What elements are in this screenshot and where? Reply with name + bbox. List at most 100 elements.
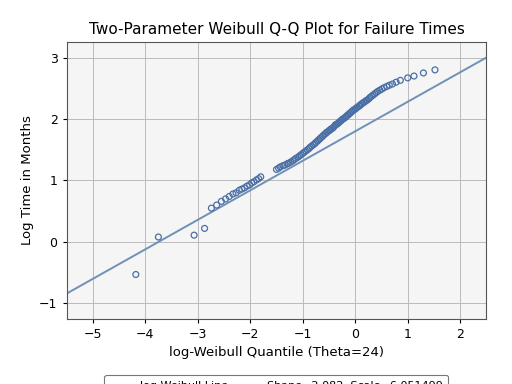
Point [229, 191, 237, 197]
Point [341, 114, 349, 120]
Point [333, 121, 342, 127]
Point [232, 190, 240, 196]
Point [368, 93, 376, 99]
Point [317, 134, 325, 141]
Point [380, 84, 388, 91]
Point [154, 234, 162, 240]
Point [250, 179, 258, 185]
Point [347, 110, 355, 116]
Point [348, 109, 356, 115]
Point [410, 73, 418, 79]
Point [336, 118, 345, 124]
Point [327, 126, 335, 132]
Point [295, 153, 304, 159]
Point [243, 183, 251, 189]
Point [342, 114, 350, 120]
Point [350, 107, 358, 113]
Point [349, 108, 357, 114]
Point [300, 149, 308, 155]
Point [330, 124, 338, 130]
Point [252, 177, 261, 183]
Point [217, 198, 225, 204]
Point [389, 81, 397, 87]
Point [303, 147, 311, 153]
Title: Two-Parameter Weibull Q-Q Plot for Failure Times: Two-Parameter Weibull Q-Q Plot for Failu… [89, 22, 464, 37]
Point [306, 144, 314, 151]
Point [329, 125, 337, 131]
Point [358, 101, 366, 107]
Point [351, 106, 359, 112]
Point [207, 205, 216, 211]
Point [312, 139, 320, 146]
Point [212, 202, 221, 208]
Point [289, 158, 297, 164]
Point [308, 143, 316, 149]
Point [314, 137, 323, 143]
Point [318, 133, 327, 139]
Point [257, 174, 265, 180]
Point [340, 115, 348, 121]
Point [240, 185, 248, 191]
Point [363, 97, 371, 103]
Point [283, 161, 291, 167]
Point [319, 132, 328, 138]
Point [276, 164, 284, 170]
Point [343, 112, 351, 118]
Point [292, 155, 300, 161]
Point [338, 116, 347, 122]
Point [225, 194, 233, 200]
Point [238, 186, 246, 192]
Point [392, 79, 400, 85]
Point [298, 151, 307, 157]
Point [371, 91, 379, 97]
Point [374, 88, 382, 94]
Point [331, 123, 339, 129]
Point [281, 162, 289, 168]
Point [337, 117, 346, 123]
Point [290, 157, 298, 163]
Point [355, 103, 363, 109]
Point [311, 141, 319, 147]
Point [357, 101, 365, 108]
Point [279, 163, 287, 169]
Point [287, 159, 295, 165]
Point [235, 187, 243, 194]
Point [353, 104, 361, 111]
Point [313, 138, 322, 144]
Point [382, 83, 391, 89]
Point [222, 196, 230, 202]
Point [305, 146, 313, 152]
Point [419, 70, 428, 76]
Point [326, 127, 334, 133]
Point [403, 75, 412, 81]
Point [297, 152, 305, 158]
Point [362, 98, 370, 104]
Point [344, 112, 352, 118]
Point [316, 136, 324, 142]
Point [201, 225, 209, 232]
Point [334, 120, 343, 126]
Point [352, 105, 360, 111]
Point [366, 94, 374, 101]
Point [376, 87, 384, 93]
Point [302, 148, 310, 154]
Point [254, 175, 263, 182]
Point [294, 154, 302, 160]
Point [385, 82, 393, 88]
Point [322, 129, 330, 136]
Point [396, 77, 404, 83]
Point [274, 165, 283, 171]
Point [285, 160, 293, 166]
Point [190, 232, 198, 238]
X-axis label: log-Weibull Quantile (Theta=24): log-Weibull Quantile (Theta=24) [169, 346, 384, 359]
Point [132, 271, 140, 278]
Point [323, 129, 331, 135]
Legend: log-Weibull Line, Shape=2.082, Scale=6.051499: log-Weibull Line, Shape=2.082, Scale=6.0… [104, 375, 449, 384]
Point [431, 67, 439, 73]
Point [378, 86, 386, 92]
Point [246, 182, 254, 188]
Point [360, 99, 369, 105]
Point [325, 127, 333, 134]
Point [356, 103, 364, 109]
Point [369, 92, 377, 98]
